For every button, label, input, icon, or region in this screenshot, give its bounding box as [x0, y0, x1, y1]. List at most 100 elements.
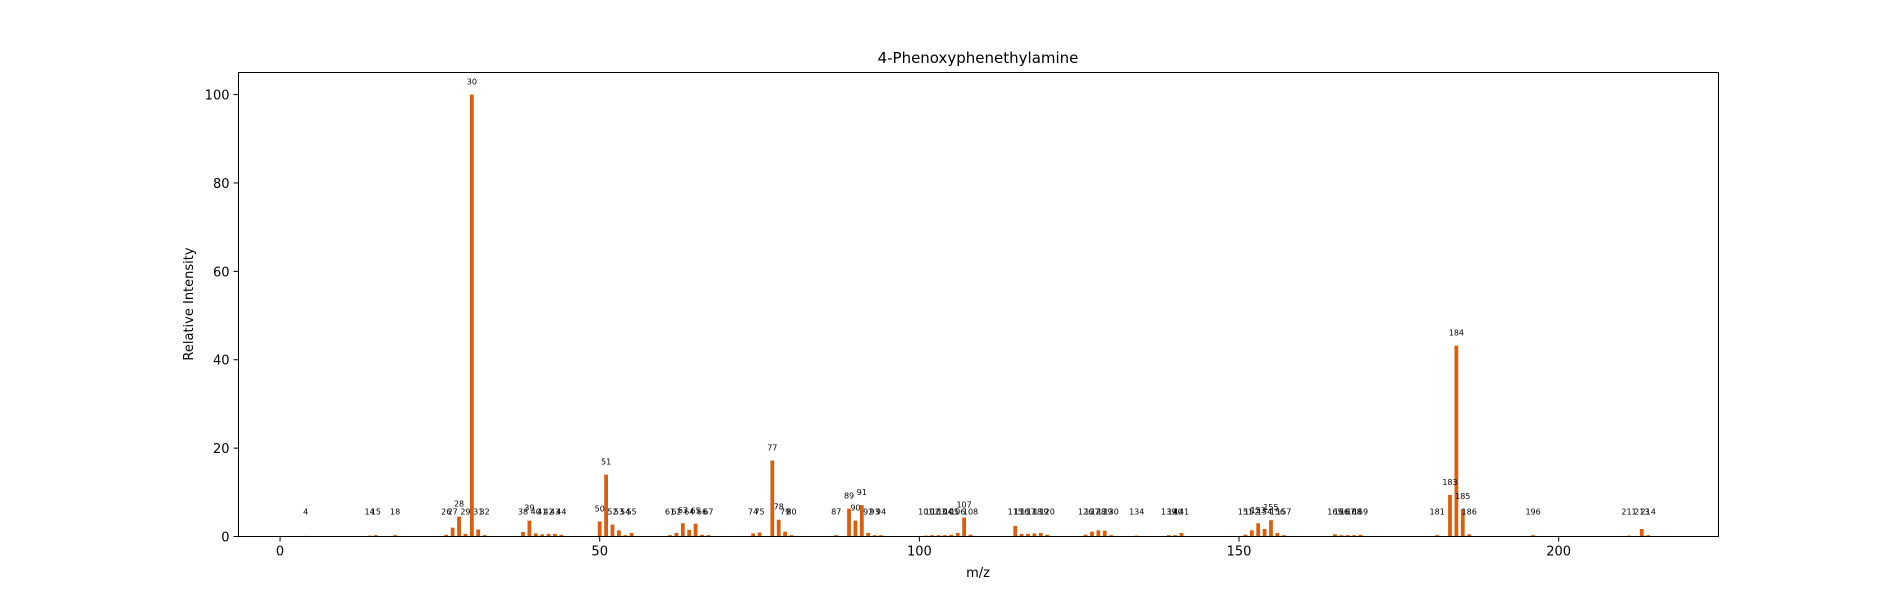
peak-bar-127: [1090, 531, 1094, 537]
peak-label-77: 77: [767, 443, 777, 452]
peak-label-139: 139: [1161, 508, 1176, 517]
peak-label-38: 38: [518, 508, 528, 517]
peak-bar-107: [962, 517, 967, 537]
peak-bar-78: [776, 519, 781, 537]
peak-bar-165: [1333, 534, 1337, 537]
peak-bar-94: [879, 535, 883, 537]
peak-bar-32: [482, 535, 487, 537]
y-tick-label-60: 60: [213, 265, 230, 280]
peak-label-103: 103: [931, 508, 946, 517]
peak-bar-130: [1109, 535, 1114, 537]
peak-label-167: 167: [1340, 508, 1355, 517]
peak-label-185: 185: [1455, 492, 1470, 501]
peak-label-165: 165: [1327, 508, 1342, 517]
peak-label-61: 61: [665, 508, 675, 517]
peak-bar-105: [949, 534, 954, 537]
peak-bar-115: [1013, 525, 1018, 537]
peak-label-31: 31: [473, 508, 483, 517]
peak-label-94: 94: [876, 508, 886, 517]
peak-bar-120: [1045, 534, 1050, 537]
peak-label-40: 40: [531, 508, 541, 517]
peak-label-53: 53: [614, 508, 624, 517]
peak-bar-64: [687, 529, 692, 537]
y-tick-label-0: 0: [221, 531, 229, 546]
peak-label-155: 155: [1263, 503, 1278, 512]
peak-bar-91: [859, 505, 864, 537]
peak-bar-55: [629, 532, 634, 537]
peak-label-75: 75: [754, 508, 764, 517]
peak-bar-126: [1083, 534, 1088, 537]
peak-label-152: 152: [1244, 508, 1259, 517]
y-axis-title: Relative Intensity: [182, 247, 197, 360]
y-tick-label-80: 80: [213, 177, 230, 192]
peak-bar-184: [1454, 345, 1459, 537]
peak-bar-42: [546, 533, 551, 537]
peak-label-141: 141: [1174, 508, 1189, 517]
peak-bar-89: [847, 508, 851, 537]
peak-label-153: 153: [1251, 506, 1266, 515]
peak-label-28: 28: [454, 500, 464, 509]
peak-label-42: 42: [543, 508, 553, 517]
peak-label-184: 184: [1449, 329, 1464, 338]
peak-bar-31: [476, 529, 481, 537]
peak-label-108: 108: [963, 508, 978, 517]
peak-label-106: 106: [950, 508, 965, 517]
peak-bar-77: [770, 460, 775, 537]
peak-bar-102: [930, 535, 935, 537]
peak-label-115: 115: [1008, 508, 1023, 517]
x-tick-label-0: 0: [276, 545, 284, 560]
peak-bar-169: [1358, 534, 1363, 537]
peak-bar-168: [1352, 535, 1356, 537]
peak-label-102: 102: [925, 508, 940, 517]
peak-label-127: 127: [1084, 508, 1099, 517]
peak-label-213: 213: [1634, 508, 1649, 517]
peak-label-140: 140: [1167, 508, 1182, 517]
peak-bar-129: [1102, 530, 1107, 537]
peak-bar-39: [527, 520, 532, 537]
peak-label-126: 126: [1078, 508, 1093, 517]
bars-layer: [303, 94, 1651, 537]
chart-title: 4-Phenoxyphenethylamine: [878, 49, 1079, 67]
peak-bar-75: [757, 532, 762, 537]
peak-bar-65: [693, 523, 698, 537]
peak-bar-141: [1179, 532, 1184, 537]
peak-bar-156: [1275, 532, 1280, 537]
peak-label-64: 64: [684, 508, 694, 517]
peak-bar-30: [469, 94, 474, 537]
peak-label-134: 134: [1129, 508, 1144, 517]
peak-bar-196: [1531, 535, 1535, 537]
peak-bar-66: [700, 534, 704, 537]
peak-label-116: 116: [1014, 508, 1029, 517]
peak-label-91: 91: [857, 488, 867, 497]
y-axis: 0 20 40 60 80 100: [205, 89, 239, 546]
peak-bar-157: [1281, 535, 1286, 537]
peak-bar-103: [936, 535, 941, 537]
peak-bar-26: [444, 534, 449, 537]
peak-bar-90: [853, 520, 858, 537]
peak-bar-140: [1173, 535, 1177, 537]
peak-label-154: 154: [1257, 508, 1272, 517]
peak-label-183: 183: [1442, 478, 1457, 487]
peak-bar-93: [872, 535, 877, 537]
peak-bar-40: [533, 533, 538, 537]
peak-label-63: 63: [678, 506, 688, 515]
peak-label-90: 90: [850, 504, 860, 513]
x-tick-label-50: 50: [591, 545, 608, 560]
peak-label-214: 214: [1641, 508, 1656, 517]
peak-label-118: 118: [1027, 508, 1042, 517]
peak-label-130: 130: [1104, 508, 1119, 517]
peak-bar-214: [1646, 535, 1651, 537]
peak-bar-80: [789, 535, 794, 537]
peak-label-14: 14: [364, 508, 374, 517]
peak-bar-153: [1256, 523, 1261, 537]
peak-label-151: 151: [1238, 508, 1253, 517]
peak-bar-213: [1639, 528, 1644, 537]
peak-label-101: 101: [918, 508, 933, 517]
peak-bar-50: [597, 521, 602, 537]
peak-label-74: 74: [748, 508, 758, 517]
x-axis-title: m/z: [966, 566, 990, 581]
peak-bar-27: [450, 527, 455, 537]
peak-label-41: 41: [537, 508, 547, 517]
